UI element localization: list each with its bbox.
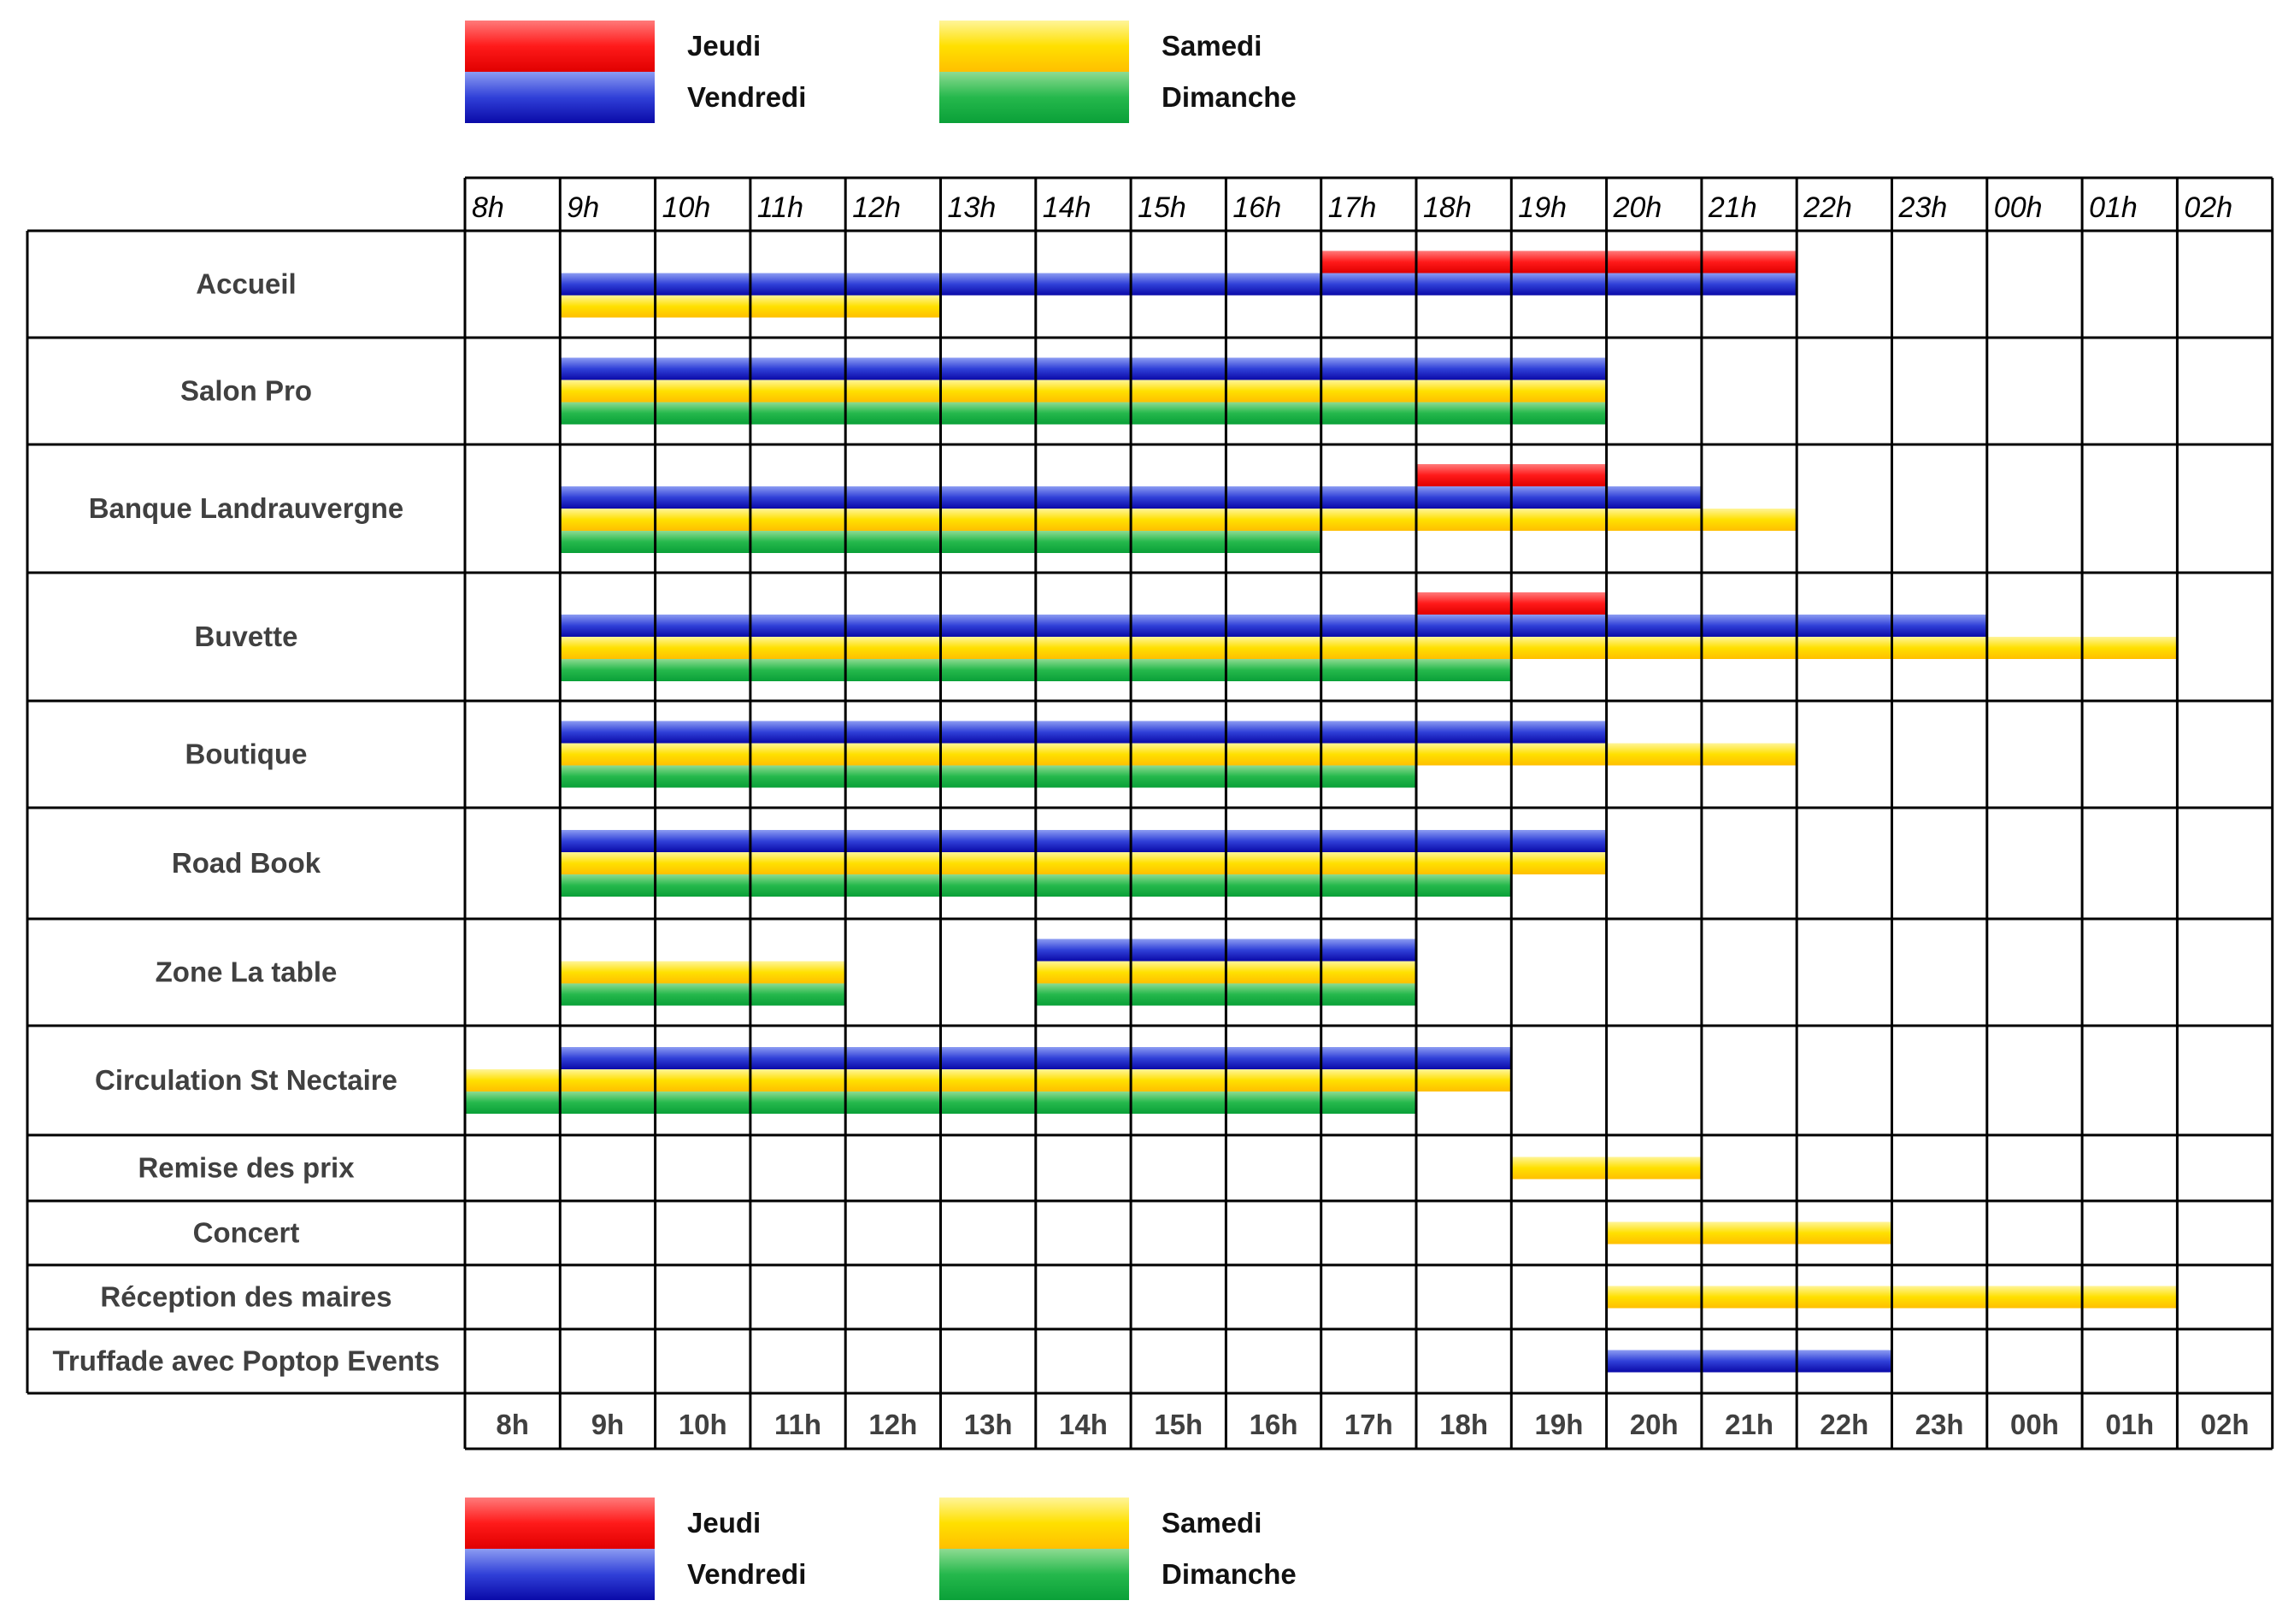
bottom-hour-label: 16h bbox=[1250, 1409, 1298, 1440]
bottom-hour-label: 9h bbox=[591, 1409, 625, 1440]
row-label: Banque Landrauvergne bbox=[89, 492, 404, 524]
legend-swatch-jeudi bbox=[465, 1497, 655, 1549]
bottom-hour-label: 10h bbox=[679, 1409, 727, 1440]
bottom-hour-label: 17h bbox=[1344, 1409, 1393, 1440]
bottom-hour-label: 15h bbox=[1154, 1409, 1203, 1440]
bar-samedi bbox=[1606, 1221, 1892, 1244]
top-hour-label: 15h bbox=[1138, 191, 1186, 224]
legend-label-vendredi: Vendredi bbox=[687, 1558, 806, 1590]
bar-samedi bbox=[560, 743, 1797, 766]
bar-jeudi bbox=[1321, 250, 1797, 274]
top-hour-label: 21h bbox=[1708, 191, 1757, 224]
legend-label-dimanche: Dimanche bbox=[1162, 81, 1297, 113]
legend-swatch-samedi bbox=[939, 1497, 1129, 1549]
row-label: Zone La table bbox=[156, 956, 338, 988]
bottom-hour-label: 18h bbox=[1439, 1409, 1488, 1440]
top-hour-label: 23h bbox=[1898, 191, 1948, 224]
bottom-hour-label: 23h bbox=[1915, 1409, 1964, 1440]
grid-layer bbox=[26, 176, 2274, 1450]
top-hour-label: 14h bbox=[1043, 191, 1091, 224]
legend-swatch-samedi bbox=[939, 21, 1129, 72]
legend-swatch-dimanche bbox=[939, 1549, 1129, 1600]
top-hour-label: 12h bbox=[852, 191, 901, 224]
bottom-hour-label: 12h bbox=[868, 1409, 917, 1440]
bar-vendredi bbox=[560, 721, 1607, 744]
bottom-hour-label: 02h bbox=[2201, 1409, 2250, 1440]
legend-label-dimanche: Dimanche bbox=[1162, 1558, 1297, 1590]
row-label: Buvette bbox=[194, 621, 297, 652]
bottom-hour-label: 00h bbox=[2010, 1409, 2059, 1440]
row-label: Salon Pro bbox=[180, 375, 312, 407]
bar-samedi bbox=[560, 961, 846, 984]
top-hour-label: 17h bbox=[1328, 191, 1377, 224]
top-hour-label: 22h bbox=[1803, 191, 1852, 224]
bottom-hour-label: 14h bbox=[1059, 1409, 1108, 1440]
legend-bottom: Jeudi Vendredi Samedi Dimanche bbox=[465, 1497, 1297, 1600]
top-hour-label: 11h bbox=[757, 191, 803, 224]
legend-swatch-vendredi bbox=[465, 72, 655, 123]
legend-label-vendredi: Vendredi bbox=[687, 81, 806, 113]
row-label: Accueil bbox=[196, 268, 296, 300]
top-hour-label: 16h bbox=[1232, 191, 1281, 224]
bottom-hour-label: 19h bbox=[1535, 1409, 1584, 1440]
bar-samedi bbox=[560, 852, 1607, 874]
label-layer: 8h 8h 9h 9h 10h 10h 11h 11h 12h 12h 13h 13h 14h 14h 15… bbox=[53, 191, 2250, 1440]
bottom-hour-label: 8h bbox=[496, 1409, 529, 1440]
bottom-hour-label: 21h bbox=[1725, 1409, 1773, 1440]
top-hour-label: 10h bbox=[662, 191, 711, 224]
bar-samedi bbox=[465, 1069, 1512, 1091]
legend-swatch-jeudi bbox=[465, 21, 655, 72]
bar-vendredi bbox=[560, 830, 1607, 852]
bottom-hour-label: 11h bbox=[774, 1409, 821, 1440]
bar-vendredi bbox=[560, 615, 1987, 637]
row-label: Remise des prix bbox=[138, 1152, 355, 1184]
bar-dimanche bbox=[560, 983, 846, 1006]
bar-samedi bbox=[560, 380, 1607, 403]
bottom-hour-label: 22h bbox=[1820, 1409, 1868, 1440]
top-hour-label: 8h bbox=[472, 191, 504, 224]
row-label: Road Book bbox=[172, 847, 321, 879]
bar-samedi bbox=[560, 509, 1797, 531]
bar-vendredi bbox=[560, 357, 1607, 380]
legend-swatch-vendredi bbox=[465, 1549, 655, 1600]
legend-label-samedi: Samedi bbox=[1162, 30, 1262, 62]
top-hour-label: 9h bbox=[567, 191, 599, 224]
top-hour-label: 02h bbox=[2184, 191, 2232, 224]
row-label: Circulation St Nectaire bbox=[95, 1064, 397, 1096]
legend-label-jeudi: Jeudi bbox=[687, 1507, 761, 1539]
top-hour-label: 00h bbox=[1994, 191, 2043, 224]
top-hour-label: 20h bbox=[1613, 191, 1662, 224]
top-hour-label: 01h bbox=[2089, 191, 2138, 224]
bar-vendredi bbox=[1606, 1350, 1892, 1373]
row-label: Réception des maires bbox=[100, 1281, 391, 1313]
bar-dimanche bbox=[560, 402, 1607, 425]
legend-top: Jeudi Vendredi Samedi Dimanche bbox=[465, 21, 1297, 123]
bottom-hour-label: 13h bbox=[964, 1409, 1013, 1440]
top-hour-label: 13h bbox=[948, 191, 997, 224]
row-label: Boutique bbox=[185, 738, 308, 770]
top-hour-label: 18h bbox=[1423, 191, 1472, 224]
bar-samedi bbox=[560, 637, 2178, 659]
legend-swatch-dimanche bbox=[939, 72, 1129, 123]
bottom-hour-label: 01h bbox=[2105, 1409, 2154, 1440]
top-hour-label: 19h bbox=[1518, 191, 1567, 224]
row-label: Truffade avec Poptop Events bbox=[53, 1345, 440, 1377]
legend-label-samedi: Samedi bbox=[1162, 1507, 1262, 1539]
row-label: Concert bbox=[193, 1217, 300, 1249]
bar-dimanche bbox=[560, 765, 1416, 788]
bottom-hour-label: 20h bbox=[1630, 1409, 1679, 1440]
legend-label-jeudi: Jeudi bbox=[687, 30, 761, 62]
bar-vendredi bbox=[560, 273, 1797, 296]
